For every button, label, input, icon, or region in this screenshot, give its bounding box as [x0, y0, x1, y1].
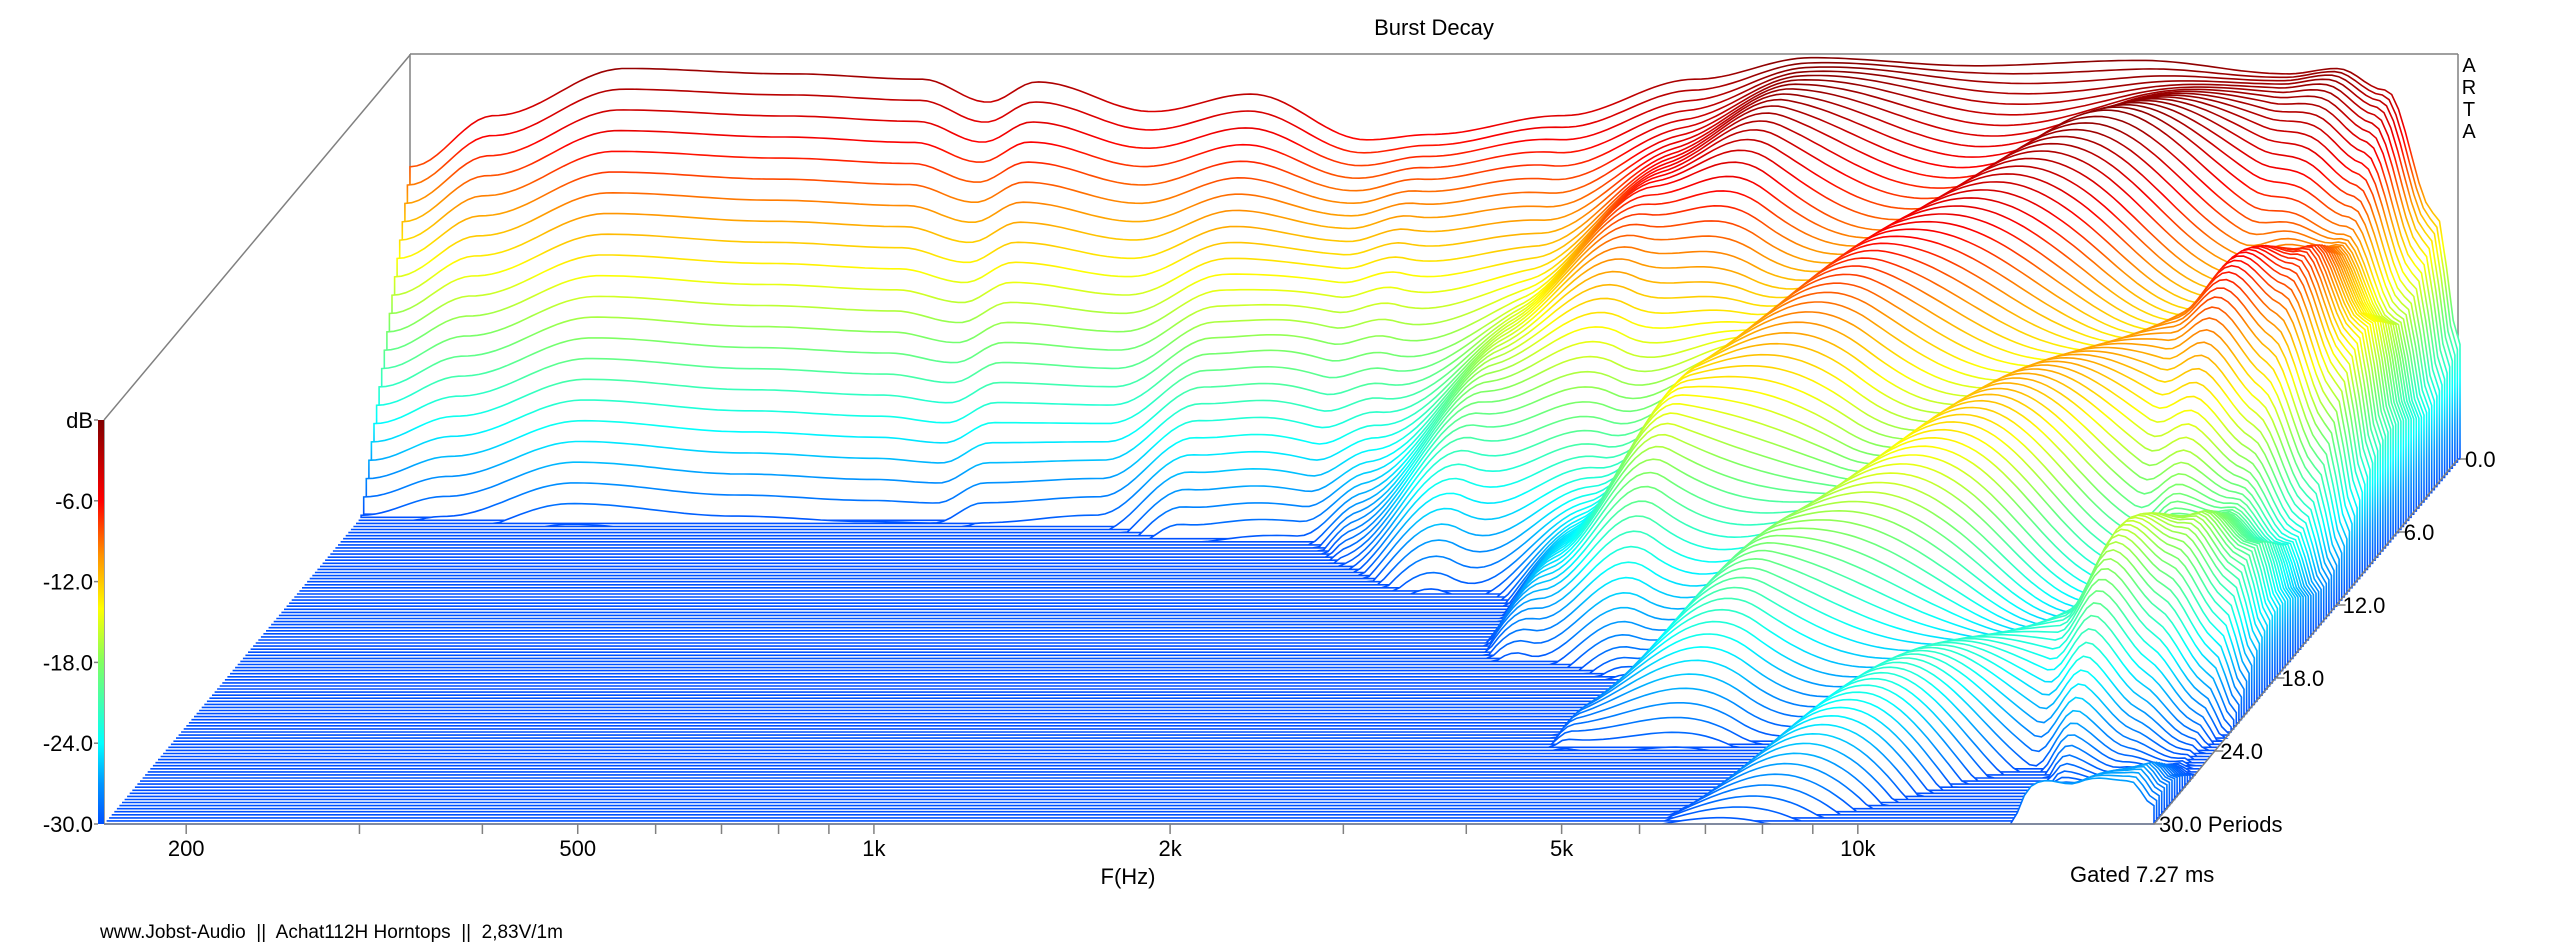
z-tick-label: 30.0 Periods — [2159, 812, 2283, 837]
x-tick-label: 200 — [168, 836, 205, 861]
decay-slice — [109, 771, 2160, 819]
z-tick-label: 0.0 — [2465, 447, 2496, 472]
left-depth-edge — [103, 54, 411, 421]
decay-slice — [111, 768, 2163, 816]
y-tick-label: -12.0 — [43, 570, 93, 595]
z-tick-label: 24.0 — [2220, 739, 2263, 764]
arta-letter: A — [2462, 121, 2476, 143]
x-tick-label: 2k — [1158, 836, 1182, 861]
arta-letter: R — [2462, 77, 2476, 99]
chart-title: Burst Decay — [1374, 15, 1494, 40]
x-tick-label: 500 — [559, 836, 596, 861]
z-tick-label: 12.0 — [2343, 593, 2386, 618]
decay-slice — [145, 671, 2196, 776]
waterfall-slices — [104, 56, 2461, 825]
arta-letter: A — [2462, 55, 2476, 77]
y-tick-label: -6.0 — [55, 489, 93, 514]
decay-slice — [106, 774, 2158, 822]
y-ticks: dB -6.0 -12.0 -18.0 -24.0 -30.0 — [43, 408, 98, 837]
z-ticks: 0.0 6.0 12.0 18.0 24.0 30.0 Periods — [2154, 447, 2496, 837]
decay-slice — [142, 677, 2194, 779]
x-tick-label: 5k — [1550, 836, 1574, 861]
x-tick-label: 10k — [1840, 836, 1876, 861]
gated-label: Gated 7.27 ms — [2070, 862, 2214, 887]
arta-letter: T — [2463, 99, 2475, 121]
z-tick-label: 18.0 — [2281, 666, 2324, 691]
y-tick-label: -30.0 — [43, 812, 93, 837]
back-wall — [103, 53, 2459, 459]
db-colorbar — [98, 420, 104, 824]
decay-slice — [137, 691, 2189, 785]
footer-text: www.Jobst-Audio || Achat112H Horntops ||… — [99, 922, 563, 943]
x-tick-label: 1k — [862, 836, 886, 861]
decay-slice — [147, 666, 2198, 773]
y-tick-label: -18.0 — [43, 650, 93, 675]
z-tick-label: 6.0 — [2404, 520, 2435, 545]
y-tick-label: -24.0 — [43, 731, 93, 756]
x-ticks: 200 500 1k 2k 5k 10k — [168, 824, 1877, 861]
decay-slice — [140, 684, 2191, 782]
z-axis-line — [2153, 458, 2459, 825]
x-axis-label: F(Hz) — [1101, 864, 1156, 889]
y-tick-label: dB — [66, 408, 93, 433]
